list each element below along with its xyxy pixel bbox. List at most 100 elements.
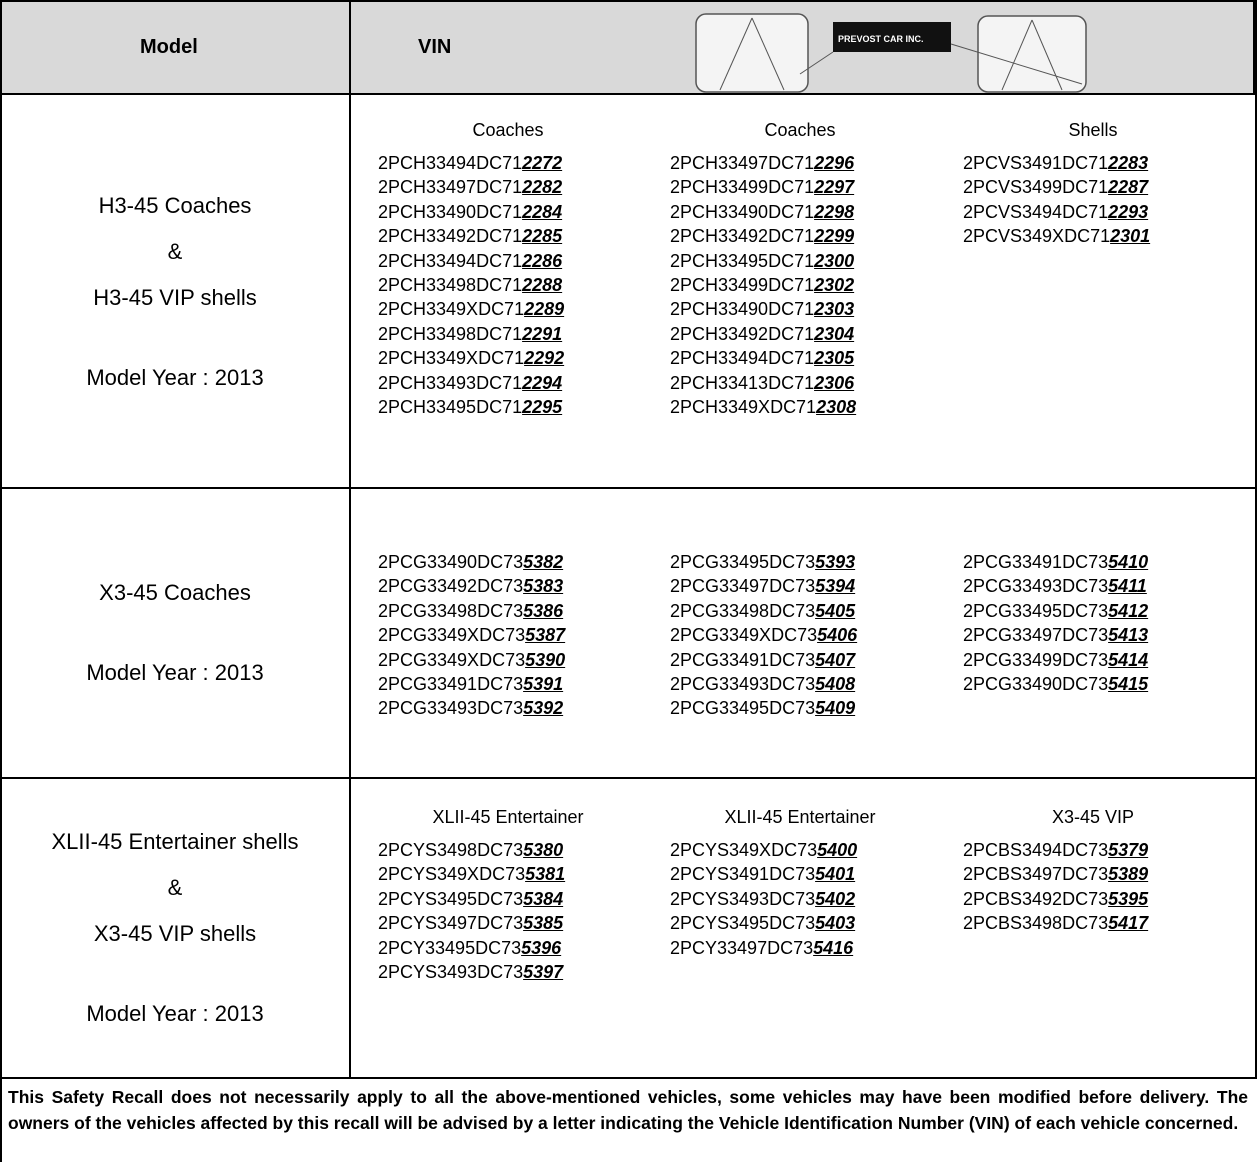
pointer	[950, 43, 1083, 85]
vin-serial: 2304	[814, 323, 855, 344]
vin: 2PCG33497DC735413	[963, 623, 1223, 647]
vin-serial: 5385	[523, 913, 564, 934]
vin-prefix: 2PCH33495DC71	[670, 250, 815, 271]
vin: 2PCG33491DC735407	[670, 648, 930, 672]
vin-prefix: 2PCH33490DC71	[378, 201, 523, 222]
vin-serial: 5409	[815, 698, 856, 719]
vin: 2PCH33490DC712298	[670, 200, 930, 224]
vin-serial: 5380	[523, 840, 564, 860]
vin-serial: 2301	[1110, 226, 1151, 247]
vin-serial: 5402	[815, 888, 856, 909]
coach-front	[695, 13, 809, 93]
vin-prefix: 2PCYS3497DC73	[378, 913, 524, 934]
vin-serial: 2284	[522, 201, 563, 222]
vin-prefix: 2PCG3349XDC73	[378, 625, 526, 646]
vin-prefix: 2PCH33492DC71	[670, 323, 815, 344]
vin: 2PCH3349XDC712292	[378, 346, 638, 370]
vin-serial: 2298	[814, 201, 855, 222]
vin-serial: 5390	[525, 649, 566, 670]
vin-prefix: 2PCH33499DC71	[670, 274, 815, 295]
vin-serial: 5417	[1108, 913, 1149, 934]
vin-cell: XLII-45 Entertainer 2PCYS3498DC735380 2PCY…	[352, 804, 1257, 1078]
vin: 2PCG3349XDC735387	[378, 623, 638, 647]
vin: 2PCG33493DC735411	[963, 574, 1223, 598]
vin: 2PCH33498DC712291	[378, 322, 638, 346]
vin-serial: 2292	[524, 348, 565, 369]
wiper	[751, 17, 785, 91]
vin-serial: 2306	[814, 372, 855, 393]
border	[349, 0, 351, 1078]
vin: 2PCH3349XDC712308	[670, 395, 930, 419]
vin-serial: 5411	[1108, 576, 1147, 597]
vin-serial: 2286	[522, 250, 563, 271]
vin: 2PCYS3495DC735403	[670, 911, 930, 935]
coach-front	[977, 15, 1087, 93]
vin-serial: 5383	[523, 576, 564, 597]
vin-prefix: 2PCY33497DC73	[670, 937, 814, 958]
vin: 2PCH33497DC712296	[670, 151, 930, 175]
vin: 2PCY33497DC735416	[670, 936, 930, 960]
vin: 2PCH33498DC712288	[378, 273, 638, 297]
vin-prefix: 2PCH33492DC71	[378, 226, 523, 247]
vin-serial: 5400	[817, 840, 858, 860]
vin-serial: 5393	[815, 552, 856, 572]
vin-prefix: 2PCH3349XDC71	[378, 348, 525, 369]
vin: 2PCH33499DC712302	[670, 273, 930, 297]
vin-prefix: 2PCG33491DC73	[670, 649, 816, 670]
vin-prefix: 2PCH33490DC71	[670, 299, 815, 320]
vin-prefix: 2PCYS3493DC73	[378, 961, 524, 982]
vin-prefix: 2PCG33491DC73	[963, 552, 1109, 572]
vin-prefix: 2PCG33493DC73	[963, 576, 1109, 597]
vin-serial: 5410	[1108, 552, 1149, 572]
vin-serial: 2283	[1108, 153, 1149, 173]
vin-serial: 5412	[1108, 600, 1149, 621]
vin: 2PCG3349XDC735406	[670, 623, 930, 647]
vin-prefix: 2PCH33499DC71	[670, 177, 815, 198]
vin-prefix: 2PCH33498DC71	[378, 274, 523, 295]
vin: 2PCH33495DC712295	[378, 395, 638, 419]
group-title: Shells	[1068, 120, 1118, 140]
header-vin: VIN	[418, 36, 452, 58]
border	[0, 0, 2, 1162]
vin-column: Coaches 2PCH33494DC712272 2PCH33497DC71228…	[378, 117, 638, 419]
vin: 2PCG33490DC735382	[378, 550, 638, 574]
vin-prefix: 2PCVS3491DC71	[963, 153, 1109, 173]
vin-serial: 5413	[1108, 625, 1149, 646]
vin-serial: 5381	[525, 864, 566, 885]
vin-prefix: 2PCYS3495DC73	[670, 913, 816, 934]
vin-serial: 2305	[814, 348, 855, 369]
vin: 2PCVS349XDC712301	[963, 224, 1223, 248]
vin: 2PCBS3498DC735417	[963, 911, 1223, 935]
vin-serial: 2294	[522, 372, 563, 393]
model-line: H3-45 Coaches	[98, 192, 252, 218]
wiper	[1001, 19, 1033, 91]
group-title: Coaches	[472, 120, 544, 140]
vin-prefix: 2PCYS349XDC73	[670, 840, 818, 860]
vin: 2PCG33493DC735408	[670, 672, 930, 696]
vin-prefix: 2PCG33492DC73	[378, 576, 524, 597]
vin-column: 2PCG33495DC735393 2PCG33497DC735394 2PCG33…	[670, 550, 930, 721]
vin-prefix: 2PCH33413DC71	[670, 372, 815, 393]
vin-prefix: 2PCYS349XDC73	[378, 864, 526, 885]
vin-serial: 5386	[523, 600, 564, 621]
vin-prefix: 2PCH33490DC71	[670, 201, 815, 222]
vin: 2PCYS3493DC735402	[670, 887, 930, 911]
vin: 2PCG33495DC735412	[963, 599, 1223, 623]
vin: 2PCH33497DC712282	[378, 175, 638, 199]
vin-prefix: 2PCH33494DC71	[378, 250, 523, 271]
vin: 2PCBS3497DC735389	[963, 862, 1223, 886]
vin-prefix: 2PCG33495DC73	[963, 600, 1109, 621]
vin: 2PCYS3491DC735401	[670, 862, 930, 886]
group-title: Coaches	[764, 120, 836, 140]
group-title: XLII-45 Entertainer	[724, 807, 876, 827]
vin-prefix: 2PCG33495DC73	[670, 552, 816, 572]
vin-serial: 5382	[523, 552, 564, 572]
vin-serial: 2291	[522, 323, 563, 344]
vin: 2PCG33499DC735414	[963, 648, 1223, 672]
pointer	[799, 51, 834, 75]
vin-prefix: 2PCH3349XDC71	[378, 299, 525, 320]
model-line: H3-45 VIP shells	[93, 284, 257, 310]
vin: 2PCH33493DC712294	[378, 371, 638, 395]
vin-prefix: 2PCG33495DC73	[670, 698, 816, 719]
